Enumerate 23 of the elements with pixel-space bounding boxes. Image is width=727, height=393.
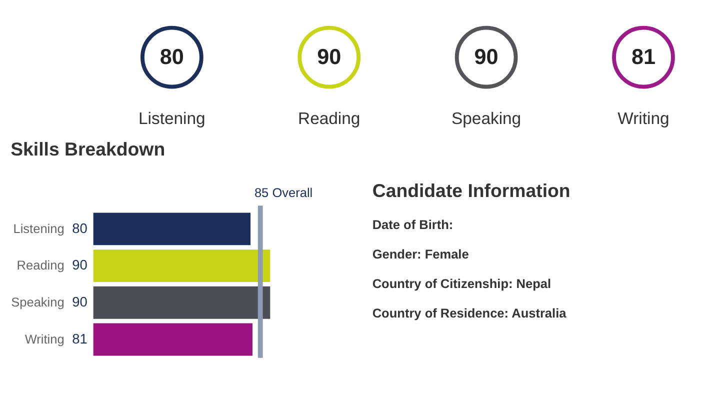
category-label: Speaking bbox=[452, 109, 522, 128]
category-label: Reading bbox=[16, 258, 64, 273]
text: Country of Citizenship: Nepal bbox=[372, 276, 552, 292]
ref-line-label: 85 Overall bbox=[254, 184, 313, 200]
data-label: 80 bbox=[72, 220, 88, 236]
category-label: Writing bbox=[618, 109, 670, 128]
data-label: 90 bbox=[317, 44, 342, 70]
text: Country of Residence: Australia bbox=[372, 306, 568, 321]
data-label: 90 bbox=[474, 44, 498, 70]
chart-title: Skills Breakdown bbox=[10, 138, 166, 160]
category-label: Writing bbox=[24, 331, 64, 346]
text: Gender: Female bbox=[372, 246, 469, 262]
category-label: Reading bbox=[298, 109, 360, 128]
text: Candidate Information bbox=[372, 180, 570, 201]
data-label: 80 bbox=[160, 44, 184, 70]
data-label: 81 bbox=[631, 44, 656, 70]
category-label: Speaking bbox=[11, 294, 64, 310]
text: Date of Birth: bbox=[372, 217, 454, 232]
data-label: 90 bbox=[72, 258, 88, 273]
data-label: 90 bbox=[72, 294, 88, 310]
category-label: Listening bbox=[13, 220, 64, 236]
data-label: 81 bbox=[72, 331, 88, 346]
category-label: Listening bbox=[138, 109, 206, 128]
